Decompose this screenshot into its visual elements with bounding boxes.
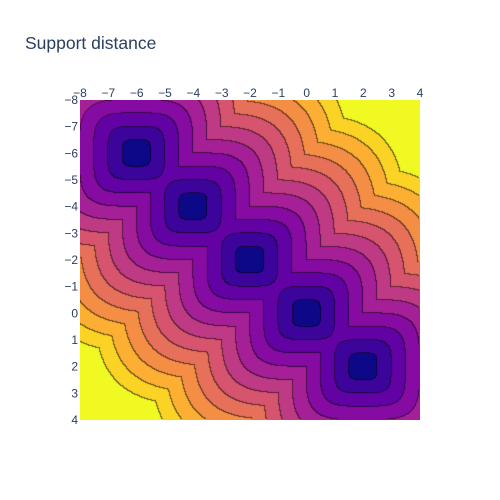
y-tick-label: −2 (64, 253, 78, 267)
x-tick-label: −3 (215, 86, 229, 100)
y-tick-label: −4 (64, 200, 78, 214)
x-tick-label: 2 (360, 86, 367, 100)
x-tick-label: 3 (388, 86, 395, 100)
x-tick-label: −5 (158, 86, 172, 100)
x-tick-label: 0 (303, 86, 310, 100)
y-tick-label: 1 (71, 333, 78, 347)
y-tick-label: 2 (71, 360, 78, 374)
y-tick-label: −6 (64, 146, 78, 160)
x-tick-label: 1 (332, 86, 339, 100)
y-tick-label: −8 (64, 93, 78, 107)
x-tick-label: −4 (186, 86, 200, 100)
chart-title: Support distance (25, 33, 157, 53)
y-tick-label: −1 (64, 280, 78, 294)
contour-fill (80, 100, 420, 420)
x-tick-label: −1 (271, 86, 285, 100)
heatmap-layer (80, 100, 420, 420)
x-axis-ticks: −8 −7 −6 −5 −4 −3 −2 −1 0 1 2 3 4 (73, 86, 424, 100)
y-tick-label: −3 (64, 226, 78, 240)
x-tick-label: −6 (130, 86, 144, 100)
y-axis-ticks: −8 −7 −6 −5 −4 −3 −2 −1 0 1 2 3 4 (64, 93, 78, 427)
y-tick-label: 3 (71, 386, 78, 400)
x-tick-label: −7 (101, 86, 115, 100)
x-tick-label: −8 (73, 86, 87, 100)
x-tick-label: 4 (417, 86, 424, 100)
y-tick-label: 4 (71, 413, 78, 427)
y-tick-label: 0 (71, 306, 78, 320)
y-tick-label: −7 (64, 120, 78, 134)
y-tick-label: −5 (64, 173, 78, 187)
x-tick-label: −2 (243, 86, 257, 100)
